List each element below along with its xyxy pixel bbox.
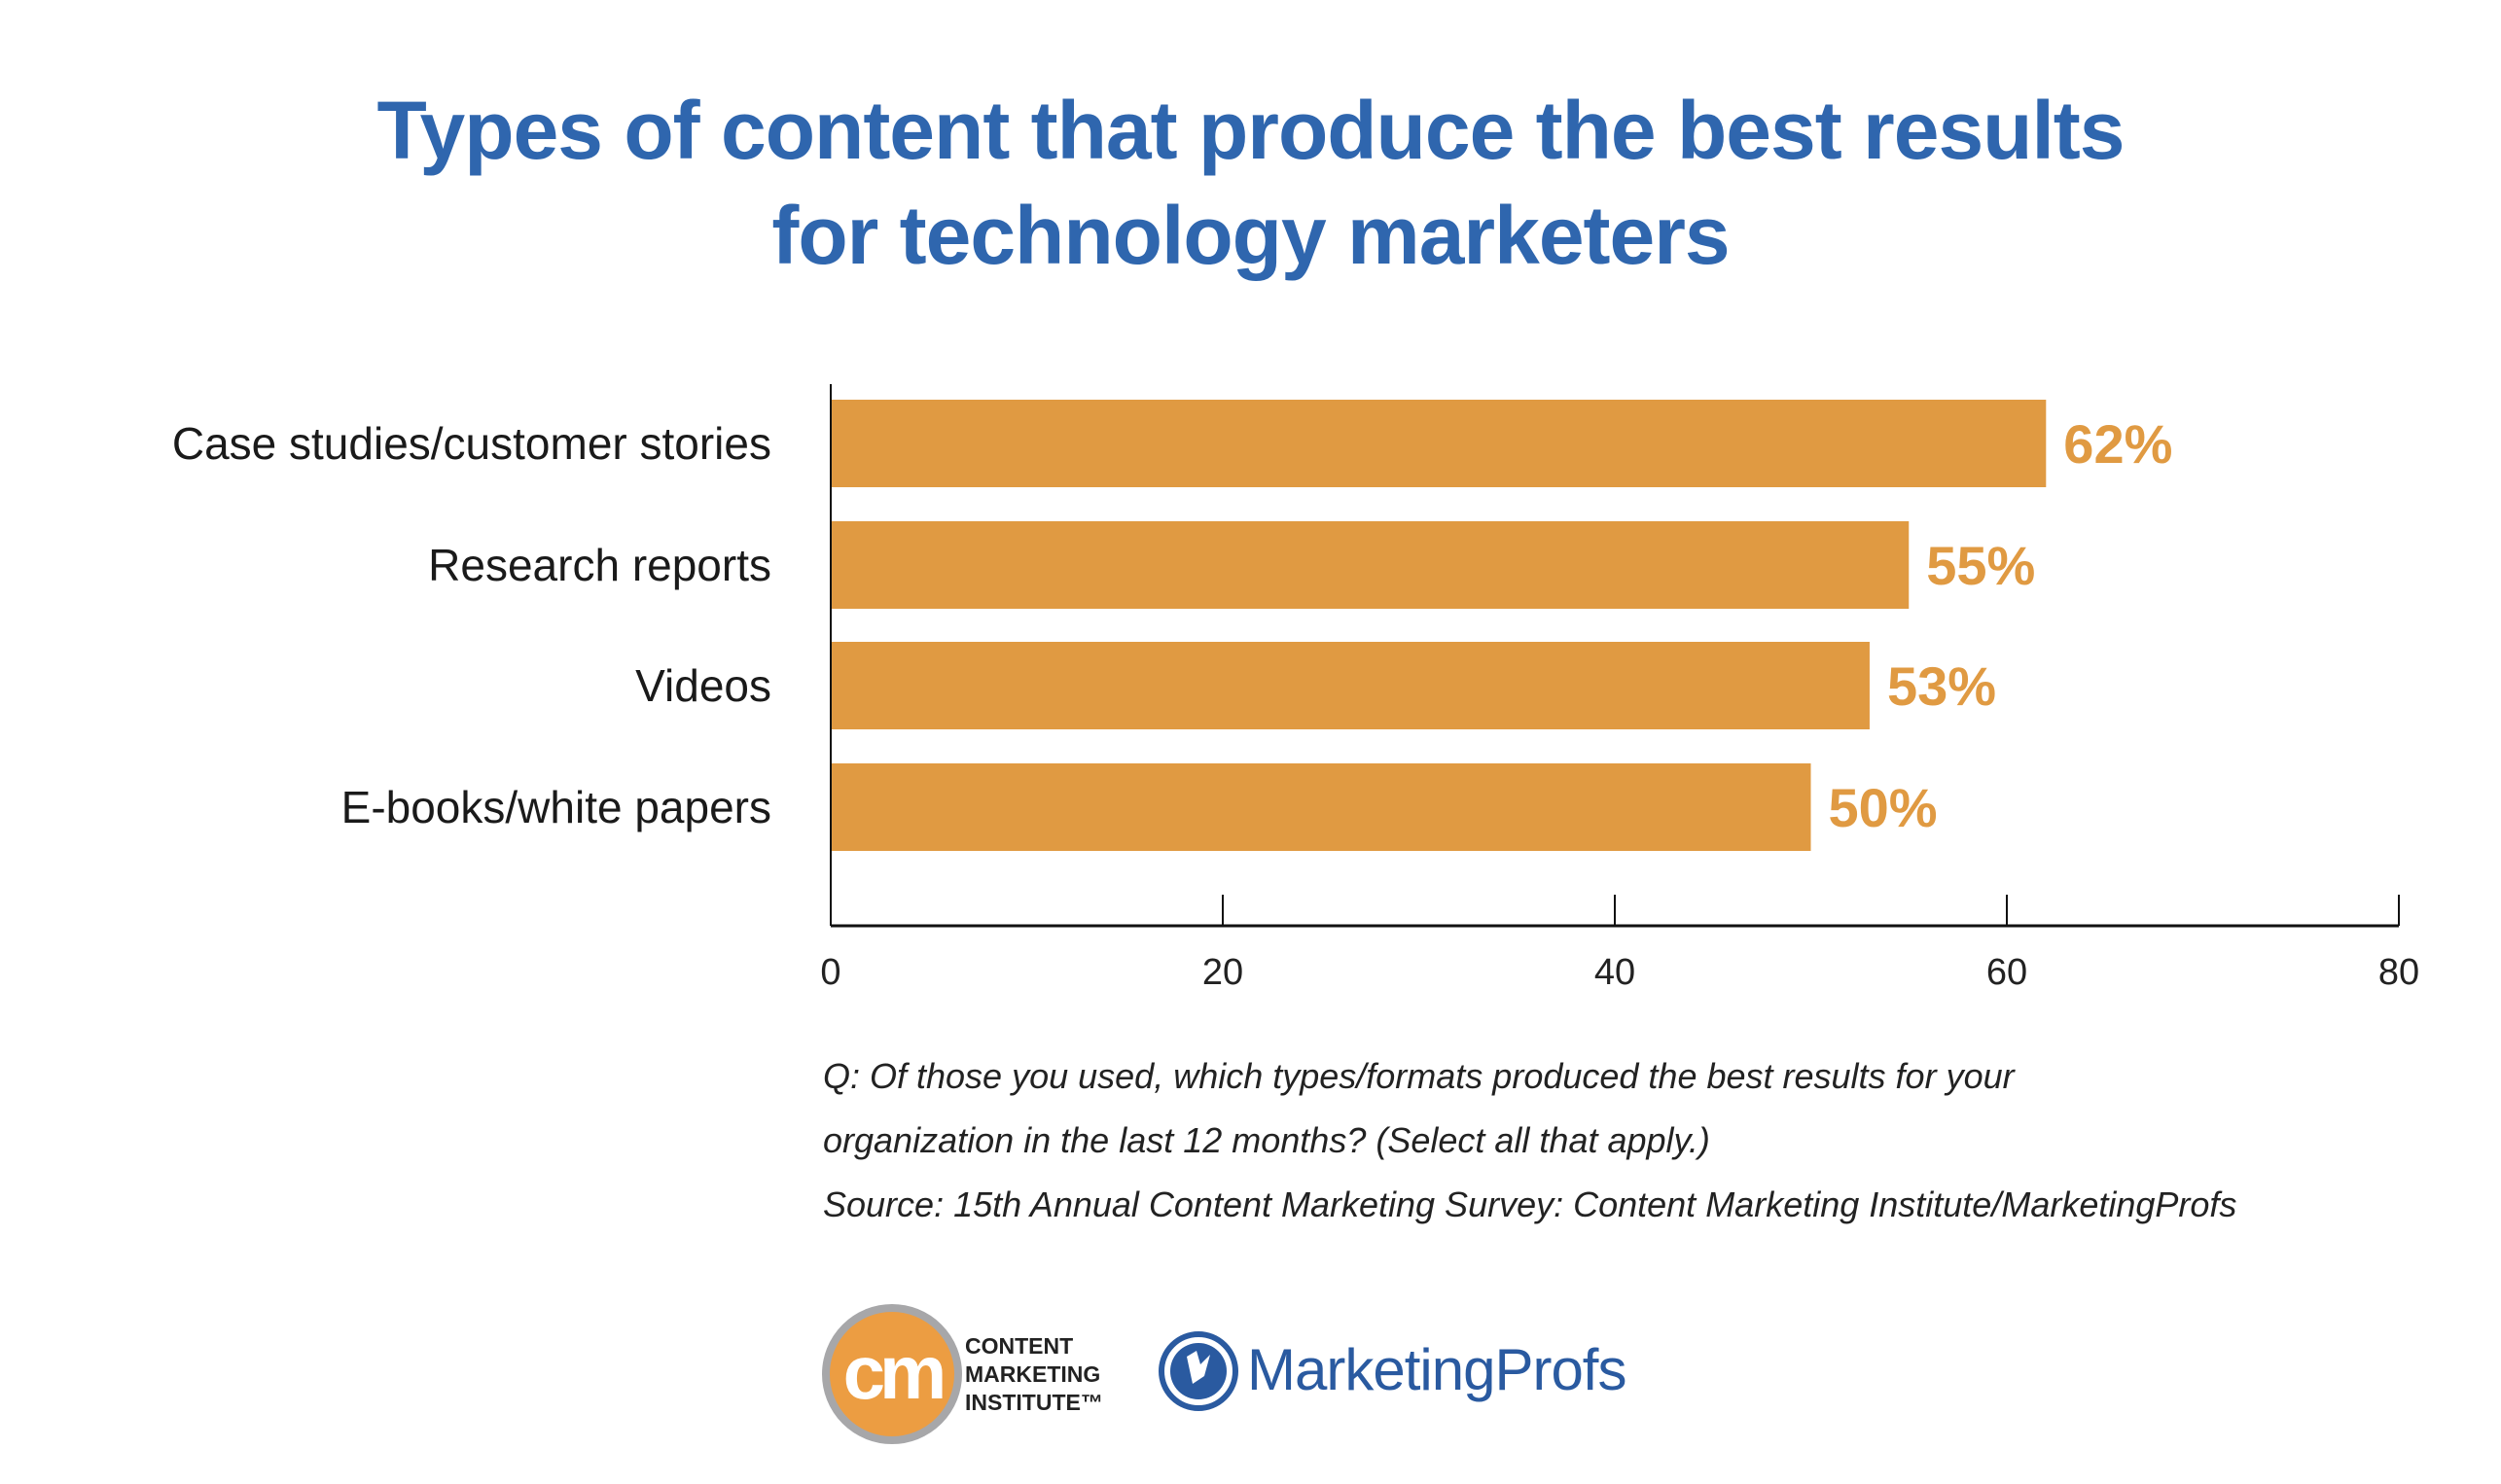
x-tick-label: 40 <box>1594 952 1635 993</box>
data-label: 62% <box>2063 413 2172 475</box>
svg-text:cm: cm <box>843 1329 943 1415</box>
cmi-logo-line: INSTITUTE™ <box>965 1390 1103 1415</box>
question-note-line-1: Q: Of those you used, which types/format… <box>823 1056 2015 1096</box>
question-note-line-2: organization in the last 12 months? (Sel… <box>823 1120 1710 1160</box>
x-tick-label: 60 <box>1986 952 2027 993</box>
x-tick-label: 20 <box>1202 952 1243 993</box>
category-label: E-books/white papers <box>341 782 771 832</box>
bar <box>832 521 1910 609</box>
title-line-1: Types of content that produce the best r… <box>376 85 2125 176</box>
title-line-2: for technology marketers <box>771 190 1730 281</box>
marketingprofs-logo-text: MarketingProfs <box>1247 1337 1626 1402</box>
data-label: 53% <box>1887 655 1996 717</box>
cmi-logo-text: CONTENT MARKETING INSTITUTE™ <box>965 1332 1103 1417</box>
cmi-logo-line: MARKETING <box>965 1361 1101 1387</box>
data-label: 50% <box>1829 777 1938 838</box>
chart-title: Types of content that produce the best r… <box>0 78 2501 288</box>
category-label: Case studies/customer stories <box>172 418 771 469</box>
bar <box>832 763 1811 851</box>
cmi-logo-line: CONTENT <box>965 1333 1074 1359</box>
category-label: Videos <box>635 660 771 711</box>
bar <box>832 400 2047 487</box>
x-tick-label: 0 <box>820 952 840 993</box>
bar <box>832 642 1870 729</box>
bar-chart: 0 20 40 60 80 Case studies/customer stories 62… <box>172 384 2419 993</box>
source-note: Source: 15th Annual Content Marketing Su… <box>823 1184 2237 1224</box>
data-label: 55% <box>1926 535 2035 596</box>
category-label: Research reports <box>428 540 771 590</box>
x-tick-label: 80 <box>2378 952 2419 993</box>
